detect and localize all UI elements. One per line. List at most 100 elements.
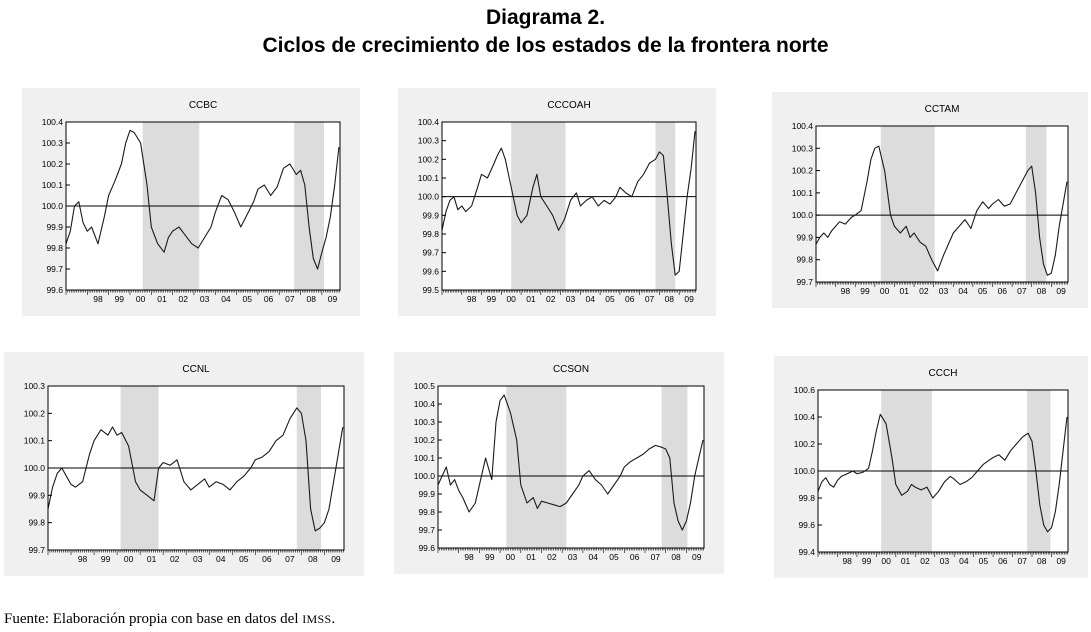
y-tick-label: 100.2	[24, 408, 46, 418]
y-tick-label: 100.2	[42, 159, 64, 169]
x-tick-label: 06	[998, 286, 1008, 296]
y-tick-label: 99.6	[46, 285, 63, 295]
y-tick-label: 100.3	[418, 136, 440, 146]
y-tick-label: 99.9	[796, 232, 813, 242]
figure-title-line1: Diagrama 2.	[485, 6, 606, 29]
y-tick-label: 100.0	[24, 463, 46, 473]
series-line	[47, 407, 344, 532]
y-tick-label: 99.8	[798, 493, 815, 503]
x-tick-label: 03	[939, 286, 949, 296]
y-tick-label: 99.9	[28, 490, 45, 500]
series-line	[437, 394, 704, 531]
x-tick-label: 06	[262, 554, 272, 564]
figure-title-line2: Ciclos de crecimiento de los estados de …	[262, 34, 829, 57]
x-tick-label: 08	[306, 294, 316, 304]
chart-title: CCCOAH	[547, 100, 590, 111]
chart-panel-cctam: CCTAM 99.7 99.8 99.9 100.0 100.1 100.2 100.3 100…	[772, 92, 1088, 308]
x-tick-label: 01	[147, 554, 157, 564]
y-tick-label: 99.8	[28, 518, 45, 528]
x-tick-label: 04	[589, 552, 599, 562]
x-tick-label: 98	[78, 554, 88, 564]
y-tick-label: 99.8	[418, 507, 435, 517]
x-tick-label: 03	[940, 556, 950, 566]
x-tick-label: 01	[526, 294, 536, 304]
y-tick-label: 100.0	[42, 201, 64, 211]
x-tick-label: 06	[264, 294, 274, 304]
x-tick-label: 05	[609, 552, 619, 562]
y-tick-label: 99.7	[796, 277, 813, 287]
series-line	[815, 145, 1068, 276]
y-tick-label: 99.4	[798, 547, 815, 557]
y-tick-label: 100.4	[42, 117, 64, 127]
x-tick-label: 08	[308, 554, 318, 564]
y-tick-label: 100.3	[42, 138, 64, 148]
y-tick-label: 100.5	[414, 381, 436, 391]
x-tick-label: 99	[101, 554, 111, 564]
x-tick-label: 04	[959, 556, 969, 566]
y-tick-label: 100.6	[794, 385, 816, 395]
y-tick-label: 100.2	[794, 439, 816, 449]
y-tick-label: 100.0	[794, 466, 816, 476]
x-tick-label: 02	[919, 286, 929, 296]
y-tick-label: 99.9	[46, 222, 63, 232]
x-tick-label: 98	[464, 552, 474, 562]
chart-cctam: CCTAM 99.7 99.8 99.9 100.0 100.1 100.2 100.3 100…	[792, 104, 1069, 296]
y-tick-label: 100.4	[418, 117, 440, 127]
x-tick-label: 99	[485, 552, 495, 562]
source-suffix: .	[331, 611, 336, 627]
x-tick-label: 07	[285, 554, 295, 564]
y-tick-label: 100.3	[24, 381, 46, 391]
x-tick-label: 04	[958, 286, 968, 296]
x-tick-label: 09	[1056, 556, 1066, 566]
chart-title: CCCH	[929, 368, 958, 379]
x-tick-label: 99	[115, 294, 125, 304]
x-tick-label: 04	[216, 554, 226, 564]
chart-panel-ccch: CCCH 99.4 99.6 99.8 100.0 100.2 100.4 100.6 98 99…	[774, 356, 1088, 578]
chart-title: CCNL	[182, 364, 210, 375]
shaded-period-2	[661, 386, 688, 548]
y-tick-label: 99.9	[422, 210, 439, 220]
y-tick-label: 100.2	[418, 154, 440, 164]
x-tick-label: 09	[684, 294, 694, 304]
x-tick-label: 09	[331, 554, 341, 564]
x-tick-label: 98	[93, 294, 103, 304]
x-tick-label: 05	[243, 294, 253, 304]
source-org: IMSS	[302, 612, 332, 626]
chart-title: CCSON	[553, 364, 589, 375]
x-tick-label: 08	[1037, 286, 1047, 296]
x-tick-label: 99	[860, 286, 870, 296]
y-tick-label: 100.0	[418, 192, 440, 202]
y-tick-label: 99.7	[418, 525, 435, 535]
y-tick-label: 99.5	[422, 285, 439, 295]
x-tick-label: 02	[170, 554, 180, 564]
source-note: Fuente: Elaboración propia con base en d…	[4, 611, 335, 628]
x-tick-label: 01	[900, 286, 910, 296]
y-tick-label: 99.7	[28, 545, 45, 555]
chart-panel-ccbc: CCBC 99.6 99.7 99.8 99.9 100.0 100.1 100.2 100.3…	[22, 88, 360, 316]
x-tick-label: 02	[547, 552, 557, 562]
y-tick-label: 99.7	[422, 248, 439, 258]
y-tick-label: 100.1	[24, 436, 46, 446]
chart-panel-cccoah: CCCOAH 99.5 99.6 99.7 99.8 99.9 100.0 100.1 100.…	[398, 88, 716, 316]
y-tick-label: 100.4	[792, 121, 814, 131]
x-tick-label: 02	[920, 556, 930, 566]
x-tick-label: 09	[328, 294, 338, 304]
x-tick-label: 08	[665, 294, 675, 304]
x-tick-label: 01	[526, 552, 536, 562]
plot-area	[438, 386, 704, 548]
x-tick-label: 99	[487, 294, 497, 304]
y-tick-label: 100.1	[418, 173, 440, 183]
x-tick-label: 98	[842, 556, 852, 566]
y-tick-label: 100.1	[42, 180, 64, 190]
x-tick-label: 03	[193, 554, 203, 564]
x-tick-label: 07	[645, 294, 655, 304]
y-tick-label: 100.2	[792, 166, 814, 176]
x-tick-label: 00	[880, 286, 890, 296]
figure-title: Diagrama 2. Ciclos de crecimiento de los…	[0, 4, 1091, 60]
y-tick-label: 99.6	[798, 520, 815, 530]
y-tick-label: 99.7	[46, 264, 63, 274]
x-tick-label: 08	[671, 552, 681, 562]
source-prefix: Fuente: Elaboración propia con base en d…	[4, 611, 303, 627]
shaded-period-2	[655, 122, 676, 290]
x-tick-label: 03	[200, 294, 210, 304]
